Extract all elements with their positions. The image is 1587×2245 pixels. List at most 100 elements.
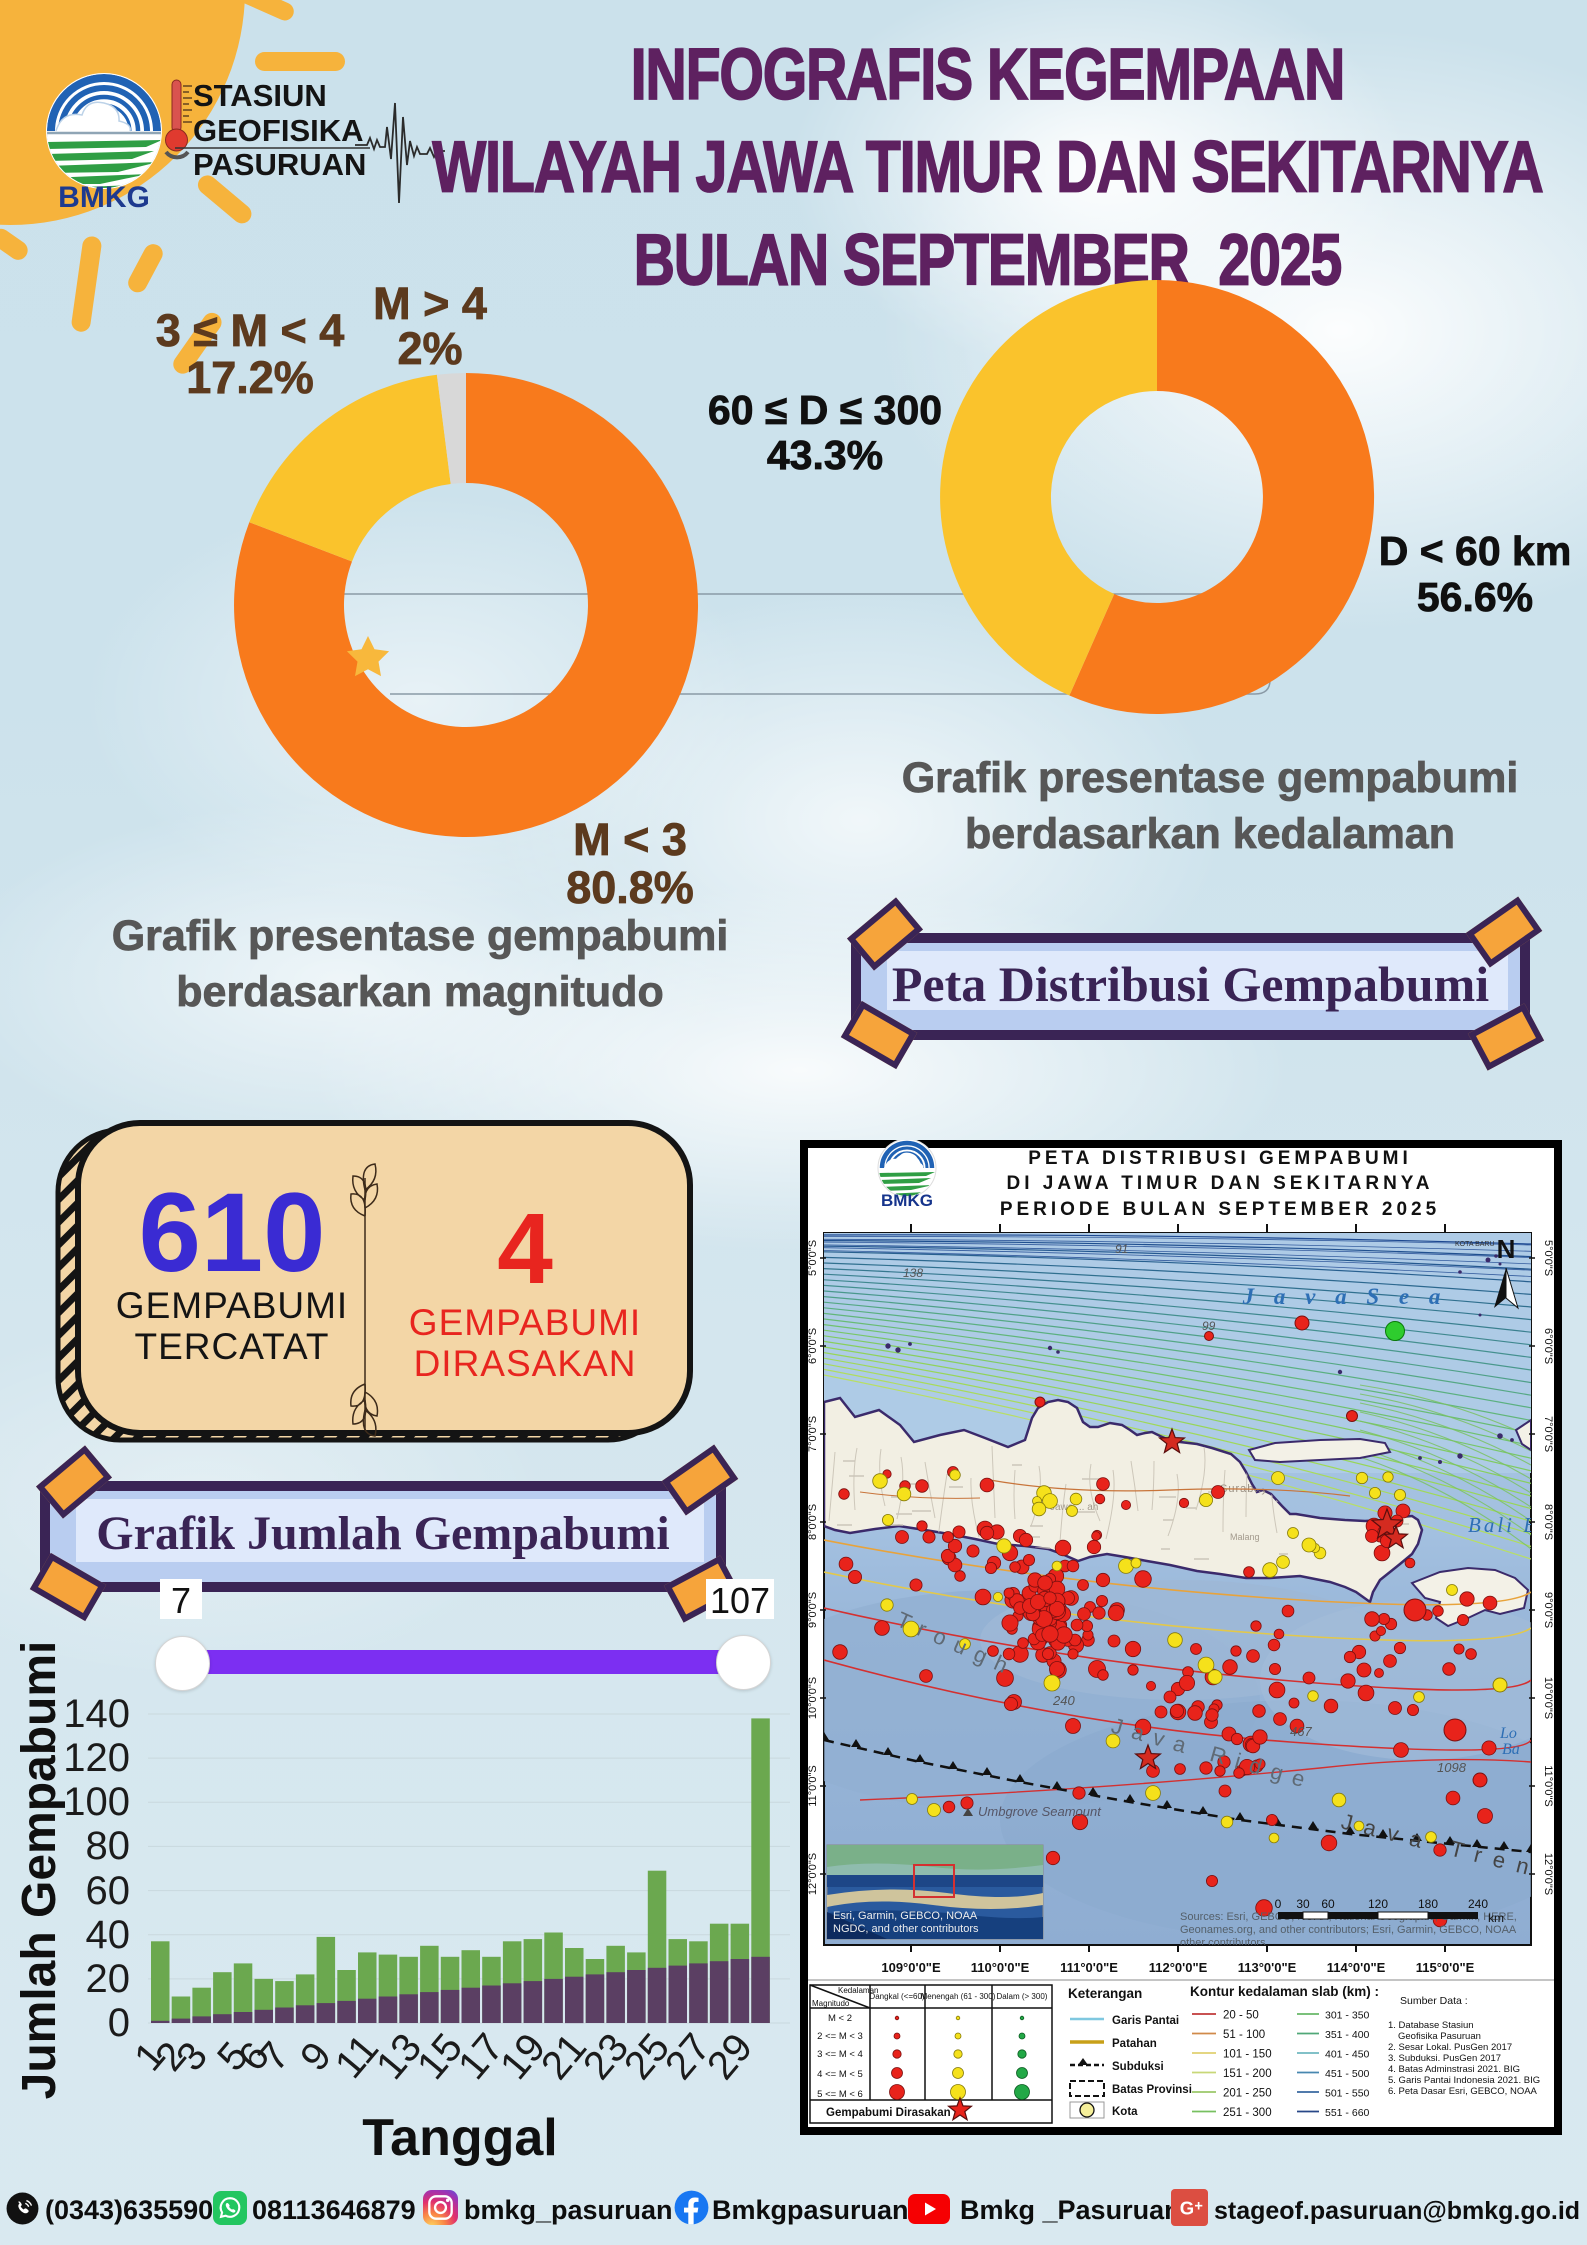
svg-text:BMKG: BMKG: [58, 181, 150, 214]
svg-text:20: 20: [86, 1957, 131, 2001]
svg-text:60: 60: [1321, 1897, 1335, 1911]
svg-text:6: 6: [230, 2034, 278, 2079]
svg-text:KOTA BARU: KOTA BARU: [1455, 1241, 1495, 1248]
svg-text:Kontur kedalaman slab (km) :: Kontur kedalaman slab (km) :: [1190, 1984, 1379, 1999]
svg-text:467: 467: [1290, 1724, 1312, 1739]
svg-text:DI JAWA TIMUR DAN SEKITARNYA: DI JAWA TIMUR DAN SEKITARNYA: [1007, 1173, 1434, 1194]
svg-text:Geonames.org, and other contri: Geonames.org, and other contributors; Es…: [1180, 1924, 1517, 1936]
svg-text:30: 30: [1296, 1897, 1310, 1911]
svg-text:Menengah (61 - 300): Menengah (61 - 300): [921, 1992, 996, 2001]
svg-text:9: 9: [292, 2034, 340, 2079]
svg-text:180: 180: [1418, 1897, 1438, 1911]
svg-text:17: 17: [450, 2025, 512, 2087]
svg-text:10°0'0"S: 10°0'0"S: [1542, 1677, 1554, 1719]
svg-text:1: 1: [126, 2034, 174, 2079]
svg-text:Gempabumi Dirasakan: Gempabumi Dirasakan: [826, 2107, 951, 2119]
svg-text:240: 240: [1468, 1897, 1488, 1911]
svg-text:15: 15: [409, 2025, 471, 2087]
svg-text:23: 23: [575, 2025, 637, 2087]
svg-text:0: 0: [1275, 1897, 1282, 1911]
svg-text:27: 27: [657, 2025, 719, 2087]
svg-text:20 - 50: 20 - 50: [1223, 2010, 1259, 2022]
svg-text:Umbgrove Seamount: Umbgrove Seamount: [978, 1804, 1102, 1819]
svg-text:N: N: [1497, 1234, 1516, 1264]
svg-text:351 - 400: 351 - 400: [1325, 2029, 1370, 2041]
svg-text:5 <= M < 6: 5 <= M < 6: [817, 2089, 863, 2100]
svg-text:PETA DISTRIBUSI GEMPABUMI: PETA DISTRIBUSI GEMPABUMI: [1028, 1148, 1412, 1169]
svg-text:51 - 100: 51 - 100: [1223, 2029, 1265, 2041]
svg-text:12°0'0"S: 12°0'0"S: [807, 1853, 819, 1895]
svg-text:+: +: [1194, 2198, 1203, 2214]
svg-text:PERIODE BULAN SEPTEMBER 2025: PERIODE BULAN SEPTEMBER 2025: [1000, 1199, 1440, 1220]
svg-text:19: 19: [492, 2025, 554, 2087]
svg-text:6°0'0"S: 6°0'0"S: [1542, 1328, 1554, 1364]
svg-text:1. Database Stasiun: 1. Database Stasiun: [1388, 2020, 1474, 2031]
svg-text:7: 7: [250, 2034, 298, 2079]
svg-text:12°0'0"S: 12°0'0"S: [1542, 1853, 1554, 1895]
svg-text:Esri, Garmin, GEBCO, NOAA: Esri, Garmin, GEBCO, NOAA: [833, 1910, 978, 1922]
svg-text:Subduksi: Subduksi: [1112, 2061, 1164, 2073]
svg-text:109°0'0"E: 109°0'0"E: [881, 1960, 941, 1975]
svg-text:Keterangan: Keterangan: [1068, 1986, 1142, 2001]
svg-text:100: 100: [63, 1780, 130, 1824]
svg-text:115°0'0"E: 115°0'0"E: [1416, 1960, 1475, 1975]
svg-text:km: km: [1488, 1911, 1504, 1925]
svg-text:1098: 1098: [1437, 1760, 1467, 1775]
svg-text:5. Garis Pantai Indonesia 2021: 5. Garis Pantai Indonesia 2021. BIG: [1388, 2075, 1540, 2086]
svg-text:251 - 300: 251 - 300: [1223, 2107, 1272, 2119]
svg-text:25: 25: [616, 2025, 678, 2087]
svg-text:other contributors: other contributors: [1180, 1937, 1266, 1949]
svg-text:9°0'0"S: 9°0'0"S: [1542, 1592, 1554, 1628]
svg-text:113°0'0"E: 113°0'0"E: [1238, 1960, 1297, 1975]
svg-text:5: 5: [209, 2034, 257, 2079]
svg-text:140: 140: [63, 1692, 130, 1736]
svg-text:Kota: Kota: [1112, 2106, 1138, 2118]
svg-text:5°0'0"S: 5°0'0"S: [807, 1240, 819, 1276]
svg-text:STASIUN: STASIUN: [193, 78, 327, 113]
svg-text:301 - 350: 301 - 350: [1325, 2010, 1370, 2022]
svg-text:501 - 550: 501 - 550: [1325, 2088, 1370, 2100]
svg-text:Magnitudo: Magnitudo: [812, 1999, 850, 2008]
svg-text:2. Sesar Lokal. PusGen 2017: 2. Sesar Lokal. PusGen 2017: [1388, 2042, 1512, 2053]
svg-text:401 - 450: 401 - 450: [1325, 2049, 1370, 2061]
svg-text:0: 0: [108, 2001, 130, 2045]
svg-text:Batas Provinsi: Batas Provinsi: [1112, 2084, 1192, 2096]
svg-text:11°0'0"S: 11°0'0"S: [1542, 1765, 1554, 1806]
svg-text:13: 13: [368, 2025, 430, 2087]
svg-text:6°0'0"S: 6°0'0"S: [807, 1328, 819, 1364]
svg-text:4. Batas Adminstrasi 2021. BIG: 4. Batas Adminstrasi 2021. BIG: [1388, 2064, 1520, 2075]
svg-text:9°0'0"S: 9°0'0"S: [807, 1592, 819, 1628]
svg-text:201 - 250: 201 - 250: [1223, 2088, 1272, 2100]
svg-text:Kedalaman: Kedalaman: [838, 1986, 878, 1995]
svg-text:120: 120: [63, 1736, 130, 1780]
svg-text:11°0'0"S: 11°0'0"S: [807, 1765, 819, 1806]
svg-text:240: 240: [1052, 1693, 1075, 1708]
svg-text:Dangkal (<=60): Dangkal (<=60): [869, 1992, 924, 2001]
svg-text:7°0'0"S: 7°0'0"S: [807, 1416, 819, 1452]
svg-text:120: 120: [1368, 1897, 1388, 1911]
svg-text:PASURUAN: PASURUAN: [193, 147, 366, 182]
svg-text:Bali Bas: Bali Bas: [1468, 1513, 1562, 1537]
svg-text:2: 2: [147, 2034, 195, 2079]
svg-text:3. Subduksi. PusGen 2017: 3. Subduksi. PusGen 2017: [1388, 2053, 1501, 2064]
svg-text:111°0'0"E: 111°0'0"E: [1060, 1960, 1118, 1975]
svg-text:151 - 200: 151 - 200: [1223, 2068, 1272, 2080]
svg-text:21: 21: [533, 2025, 595, 2087]
svg-text:80: 80: [86, 1824, 131, 1868]
svg-text:110°0'0"E: 110°0'0"E: [971, 1960, 1030, 1975]
svg-text:10°0'0"S: 10°0'0"S: [807, 1677, 819, 1719]
svg-text:29: 29: [699, 2025, 761, 2087]
svg-text:BMKG: BMKG: [881, 1191, 933, 1210]
svg-text:Lo: Lo: [1499, 1725, 1517, 1742]
svg-text:6. Peta Dasar Esri, GEBCO, NOA: 6. Peta Dasar Esri, GEBCO, NOAA: [1388, 2086, 1538, 2097]
svg-text:Dalam (> 300): Dalam (> 300): [997, 1992, 1048, 2001]
svg-text:NGDC, and other contributors: NGDC, and other contributors: [833, 1923, 979, 1935]
svg-text:Tanggal: Tanggal: [362, 2109, 557, 2167]
svg-text:Ba: Ba: [1502, 1741, 1520, 1758]
svg-text:101 - 150: 101 - 150: [1223, 2049, 1272, 2061]
svg-text:138: 138: [903, 1266, 923, 1280]
svg-text:Sumber Data :: Sumber Data :: [1400, 1995, 1468, 2007]
svg-text:91: 91: [1115, 1242, 1128, 1256]
svg-text:112°0'0"E: 112°0'0"E: [1149, 1960, 1208, 1975]
svg-text:7°0'0"S: 7°0'0"S: [1542, 1416, 1554, 1452]
